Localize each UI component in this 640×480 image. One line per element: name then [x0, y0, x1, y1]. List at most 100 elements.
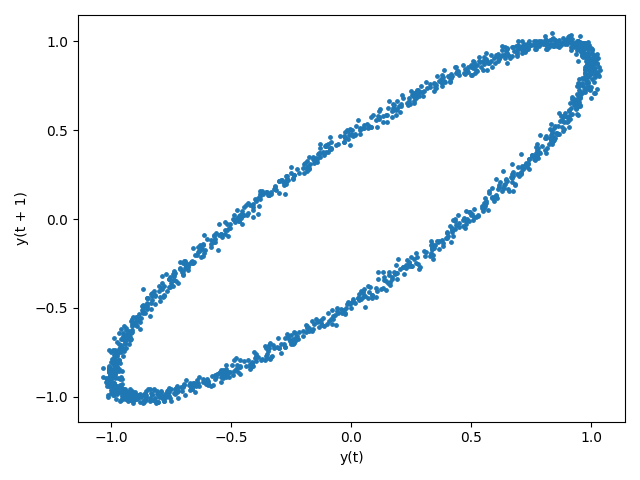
- Point: [579, 63, 589, 71]
- Point: [582, 39, 592, 47]
- Point: [272, 343, 282, 350]
- Point: [376, 285, 386, 293]
- Point: [522, 163, 532, 170]
- Point: [500, 54, 511, 62]
- Point: [366, 123, 376, 131]
- Point: [541, 149, 551, 157]
- Point: [222, 220, 232, 228]
- Point: [148, 288, 159, 295]
- Point: [123, 394, 133, 402]
- Point: [340, 310, 350, 318]
- Point: [590, 68, 600, 76]
- Point: [366, 113, 376, 121]
- Point: [321, 142, 331, 150]
- Point: [404, 97, 414, 105]
- Point: [384, 268, 394, 276]
- Point: [538, 39, 548, 47]
- Point: [142, 301, 152, 309]
- Point: [138, 301, 148, 309]
- Point: [234, 217, 244, 225]
- Point: [516, 169, 527, 177]
- Point: [372, 287, 382, 295]
- Point: [121, 389, 131, 396]
- Point: [98, 364, 108, 372]
- Point: [115, 345, 125, 353]
- Point: [109, 379, 120, 387]
- Point: [183, 263, 193, 271]
- Point: [411, 88, 421, 96]
- Point: [135, 398, 145, 406]
- Point: [578, 82, 588, 90]
- Point: [157, 272, 167, 280]
- Point: [552, 37, 563, 45]
- Point: [572, 37, 582, 45]
- Point: [479, 203, 489, 210]
- Point: [409, 97, 419, 105]
- Point: [362, 120, 372, 127]
- Point: [582, 77, 592, 85]
- Point: [111, 383, 121, 390]
- Point: [378, 268, 388, 276]
- Point: [120, 340, 130, 348]
- Point: [301, 324, 312, 332]
- Point: [466, 63, 476, 71]
- Point: [387, 108, 397, 115]
- Point: [194, 373, 204, 381]
- Point: [114, 347, 124, 355]
- Point: [147, 391, 157, 398]
- Point: [582, 54, 592, 62]
- Point: [534, 40, 545, 48]
- Point: [561, 36, 572, 44]
- Point: [434, 237, 444, 245]
- Point: [279, 181, 289, 189]
- Point: [412, 86, 422, 94]
- Point: [578, 44, 588, 52]
- Point: [292, 332, 302, 340]
- Point: [152, 398, 163, 406]
- Point: [145, 312, 156, 320]
- Point: [524, 155, 534, 163]
- Point: [102, 393, 113, 401]
- Point: [213, 247, 223, 254]
- Point: [106, 386, 116, 394]
- Point: [235, 363, 245, 371]
- Point: [579, 39, 589, 47]
- Point: [593, 54, 604, 61]
- Point: [391, 111, 401, 119]
- Point: [529, 156, 540, 164]
- Point: [564, 36, 575, 43]
- Point: [502, 49, 513, 57]
- Point: [298, 164, 308, 172]
- Point: [533, 154, 543, 161]
- Point: [147, 289, 157, 297]
- Point: [179, 257, 189, 264]
- Point: [561, 37, 572, 45]
- Point: [588, 55, 598, 63]
- Point: [150, 300, 160, 308]
- Point: [288, 335, 298, 343]
- Point: [552, 131, 563, 138]
- Point: [234, 212, 244, 220]
- Point: [487, 63, 497, 71]
- Point: [287, 341, 298, 348]
- Point: [415, 263, 425, 271]
- Point: [588, 59, 598, 67]
- Point: [579, 39, 589, 47]
- Point: [483, 60, 493, 67]
- Point: [341, 304, 351, 312]
- Point: [105, 365, 115, 372]
- Point: [314, 140, 324, 148]
- Point: [159, 292, 169, 300]
- Point: [324, 317, 334, 325]
- Point: [425, 80, 435, 87]
- Point: [173, 394, 184, 402]
- Point: [244, 362, 255, 370]
- Point: [162, 389, 172, 397]
- Point: [111, 382, 122, 389]
- Point: [412, 91, 422, 99]
- Point: [578, 51, 588, 59]
- Point: [321, 320, 332, 328]
- Point: [358, 293, 368, 301]
- Point: [132, 392, 143, 399]
- Point: [348, 295, 358, 303]
